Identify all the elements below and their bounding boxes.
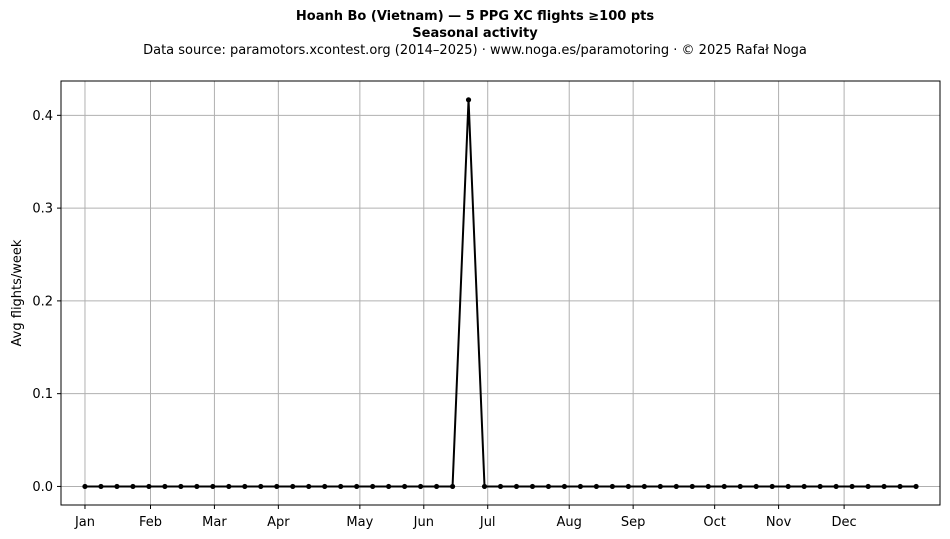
x-tick-label: Jan	[74, 515, 95, 530]
data-point	[913, 483, 919, 490]
data-point	[497, 483, 504, 490]
x-tick-label: Mar	[202, 515, 227, 530]
data-point	[226, 483, 232, 490]
data-point	[753, 483, 759, 490]
data-point	[561, 483, 568, 490]
x-tick-label: Nov	[766, 515, 792, 530]
data-point	[402, 483, 408, 490]
data-point	[306, 483, 312, 490]
x-tick-label: May	[346, 515, 373, 530]
series-line	[84, 99, 917, 488]
chart-source-note: Data source: paramotors.xcontest.org (20…	[143, 43, 807, 58]
data-point	[210, 483, 216, 490]
data-point	[721, 483, 727, 490]
y-tick-label: 0.1	[32, 387, 53, 402]
data-point	[833, 483, 839, 490]
x-tick-label: Jun	[413, 515, 434, 530]
axis-ticks: Jan Feb Mar Apr May Jun Jul Aug Sep Oct Nov Dec 0.0 0…	[32, 109, 856, 530]
data-point	[545, 483, 552, 490]
x-tick-label: Aug	[557, 515, 582, 530]
chart-subtitle: Seasonal activity	[412, 26, 538, 41]
data-point	[897, 483, 903, 490]
data-point	[577, 483, 584, 490]
x-tick-label: Apr	[267, 515, 290, 530]
data-point	[130, 483, 136, 490]
x-tick-label: Jul	[479, 515, 496, 530]
data-point	[673, 483, 679, 490]
y-tick-label: 0.4	[32, 109, 53, 124]
data-series	[82, 97, 919, 490]
data-point	[258, 483, 264, 490]
data-point	[465, 97, 472, 103]
grid	[61, 81, 940, 505]
data-point	[593, 483, 599, 490]
data-point	[881, 483, 887, 490]
data-point	[98, 483, 104, 490]
x-tick-label: Oct	[703, 515, 725, 530]
data-point	[417, 483, 424, 490]
data-point	[178, 483, 184, 490]
y-tick-label: 0.2	[32, 294, 53, 309]
data-point	[322, 483, 328, 490]
data-point	[657, 483, 663, 490]
x-tick-label: Feb	[139, 515, 162, 530]
data-point	[849, 483, 855, 490]
data-point	[290, 483, 296, 490]
data-point	[705, 483, 711, 490]
data-point	[386, 483, 392, 490]
y-tick-label: 0.3	[32, 202, 53, 217]
data-point	[641, 483, 647, 490]
plot-frame	[60, 80, 941, 506]
data-point	[242, 483, 248, 490]
data-point	[449, 483, 456, 490]
data-point	[114, 483, 120, 490]
data-point	[433, 483, 440, 490]
data-point	[817, 483, 823, 490]
chart-title: Hoanh Bo (Vietnam) — 5 PPG XC flights ≥1…	[295, 9, 655, 24]
data-point	[338, 483, 344, 490]
data-point	[801, 483, 807, 490]
data-point	[625, 483, 631, 490]
data-point	[146, 483, 152, 490]
data-point	[194, 483, 200, 490]
y-axis-label: Avg flights/week	[10, 239, 25, 346]
y-tick-label: 0.0	[32, 480, 53, 495]
data-point	[370, 483, 376, 490]
data-point	[513, 483, 520, 490]
data-point	[82, 483, 88, 490]
data-point	[865, 483, 871, 490]
data-point	[354, 483, 360, 490]
data-point	[689, 483, 695, 490]
data-point	[609, 483, 615, 490]
data-point	[162, 483, 168, 490]
data-point	[737, 483, 743, 490]
data-point	[785, 483, 791, 490]
data-point	[529, 483, 536, 490]
data-point	[274, 483, 280, 490]
x-tick-label: Sep	[621, 515, 646, 530]
data-point	[481, 483, 488, 490]
data-point	[769, 483, 775, 490]
x-tick-label: Dec	[832, 515, 857, 530]
